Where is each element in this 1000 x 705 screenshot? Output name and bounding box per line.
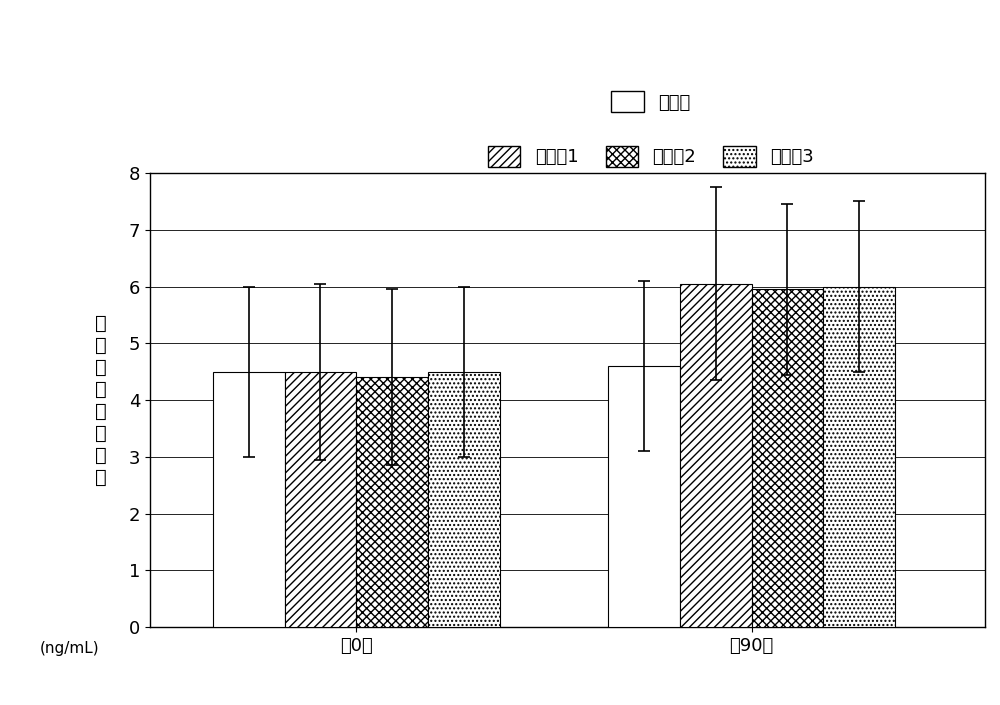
Y-axis label: 血
液
中
睾
固
酮
浓
度: 血 液 中 睾 固 酮 浓 度: [95, 314, 107, 486]
Bar: [213, 372, 285, 627]
Bar: [752, 289, 823, 627]
Bar: [285, 372, 356, 627]
Bar: [608, 366, 680, 627]
Bar: [680, 283, 752, 627]
Bar: [356, 377, 428, 627]
Text: (ng/mL): (ng/mL): [40, 641, 100, 656]
Bar: [823, 286, 895, 627]
Bar: [428, 372, 500, 627]
Legend: 实施例1, 实施例2, 实施例3: 实施例1, 实施例2, 实施例3: [479, 137, 823, 176]
